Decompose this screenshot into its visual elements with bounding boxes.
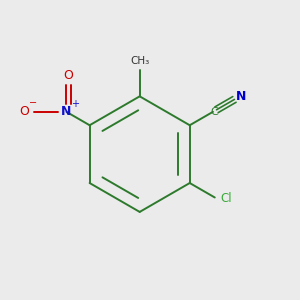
- Text: O: O: [64, 69, 74, 82]
- Text: +: +: [70, 99, 79, 109]
- Text: N: N: [236, 90, 246, 103]
- Text: C: C: [210, 107, 218, 117]
- Text: O: O: [20, 105, 29, 118]
- Text: Cl: Cl: [220, 192, 232, 205]
- Text: CH₃: CH₃: [130, 56, 149, 66]
- Text: −: −: [29, 98, 38, 107]
- Text: N: N: [61, 105, 72, 118]
